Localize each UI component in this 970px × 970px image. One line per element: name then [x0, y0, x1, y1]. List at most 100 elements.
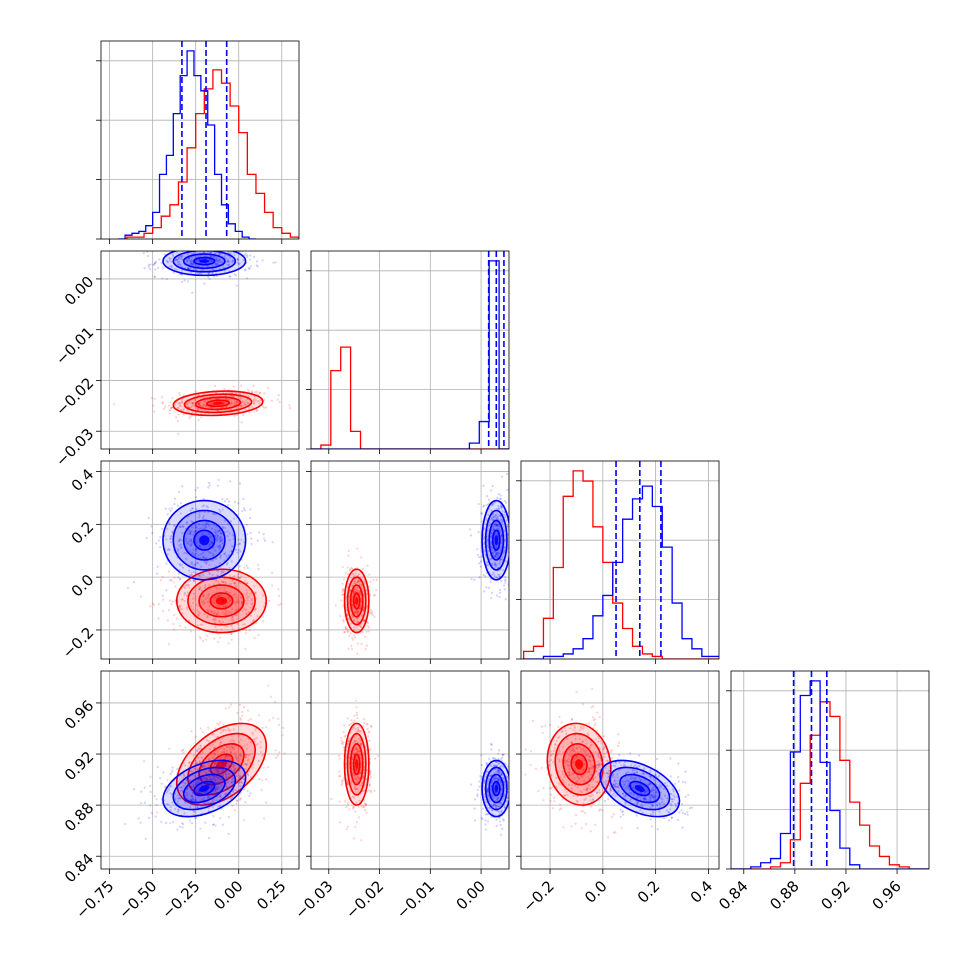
scatter-point-blue: [496, 496, 499, 500]
scatter-point-blue: [498, 525, 501, 528]
scatter-point-red: [363, 808, 367, 812]
scatter-point-blue: [490, 591, 494, 594]
scatter-point-blue: [215, 259, 218, 262]
scatter-point-red: [221, 611, 224, 614]
scatter-point-blue: [190, 263, 193, 267]
scatter-point-red: [244, 403, 247, 406]
scatter-point-blue: [228, 538, 231, 542]
scatter-point-red: [202, 403, 206, 406]
scatter-point-red: [356, 586, 359, 589]
scatter-point-red: [207, 775, 211, 778]
scatter-point-blue: [255, 264, 258, 267]
scatter-point-blue: [498, 562, 501, 565]
scatter-point-red: [247, 395, 250, 398]
scatter-point-red: [231, 391, 234, 395]
scatter-point-red: [243, 607, 246, 611]
scatter-point-red: [172, 581, 175, 584]
scatter-point-blue: [227, 260, 230, 263]
scatter-point-red: [159, 579, 162, 582]
scatter-point-blue: [189, 574, 193, 577]
scatter-point-blue: [588, 755, 591, 759]
scatter-point-red: [227, 727, 230, 730]
scatter-point-red: [245, 613, 248, 616]
density-peak-red: [355, 596, 359, 605]
scatter-point-blue: [197, 265, 201, 268]
scatter-point-blue: [195, 529, 198, 532]
scatter-point-red: [347, 618, 350, 621]
scatter-point-blue: [200, 572, 203, 575]
scatter-point-blue: [486, 561, 489, 564]
scatter-point-red: [204, 562, 207, 565]
scatter-point-red: [221, 580, 225, 584]
scatter-point-red: [203, 400, 206, 403]
scatter-point-red: [240, 405, 243, 409]
scatter-point-red: [229, 599, 233, 602]
scatter-point-red: [161, 401, 165, 404]
density-peak-red: [355, 759, 359, 770]
scatter-point-red: [263, 398, 266, 402]
scatter-point-red: [353, 610, 356, 613]
scatter-point-blue: [201, 533, 204, 536]
scatter-point-red: [367, 626, 370, 629]
scatter-point-red: [206, 596, 209, 599]
scatter-point-red: [360, 614, 364, 617]
scatter-point-red: [197, 419, 200, 422]
scatter-point-red: [529, 763, 532, 767]
joint-0-2-frame: [100, 460, 300, 660]
scatter-point-red: [258, 402, 261, 405]
scatter-point-red: [534, 767, 538, 771]
scatter-point-red: [183, 413, 186, 416]
scatter-point-red: [249, 717, 252, 721]
scatter-point-red: [166, 789, 169, 792]
scatter-point-red: [157, 617, 160, 620]
scatter-point-blue: [178, 490, 181, 494]
scatter-point-red: [232, 728, 236, 731]
scatter-point-blue: [484, 823, 487, 826]
scatter-point-red: [199, 744, 202, 747]
scatter-point-red: [171, 397, 174, 400]
scatter-point-red: [206, 614, 209, 618]
scatter-point-red: [229, 749, 232, 752]
scatter-point-blue: [258, 778, 261, 781]
scatter-point-red: [200, 416, 203, 419]
scatter-point-red: [221, 406, 224, 409]
scatter-point-blue: [248, 794, 251, 798]
scatter-point-blue: [503, 546, 507, 549]
scatter-point-red: [188, 761, 191, 764]
scatter-point-blue: [493, 522, 496, 526]
scatter-point-red: [214, 790, 217, 793]
scatter-point-red: [349, 589, 352, 592]
scatter-point-red: [250, 597, 253, 600]
scatter-point-red: [206, 399, 209, 402]
scatter-point-blue: [154, 268, 157, 271]
scatter-point-red: [361, 631, 364, 634]
scatter-point-red: [186, 608, 189, 611]
scatter-point-red: [191, 401, 194, 404]
scatter-point-red: [355, 611, 358, 614]
scatter-point-red: [262, 537, 266, 540]
scatter-point-red: [199, 827, 202, 830]
scatter-point-blue: [227, 259, 230, 262]
scatter-point-blue: [272, 261, 275, 264]
scatter-point-red: [369, 611, 372, 614]
scatter-point-red: [238, 780, 241, 784]
scatter-point-blue: [227, 816, 230, 819]
scatter-point-red: [225, 625, 229, 628]
histogram-panel-3: [726, 670, 930, 874]
scatter-point-red: [553, 800, 556, 803]
scatter-point-blue: [252, 255, 256, 258]
scatter-point-blue: [202, 556, 205, 559]
scatter-point-red: [575, 691, 578, 694]
scatter-point-red: [220, 570, 223, 573]
scatter-point-blue: [208, 536, 211, 539]
scatter-point-blue: [146, 251, 149, 253]
scatter-point-red: [241, 623, 245, 626]
scatter-point-red: [277, 588, 280, 591]
scatter-point-blue: [202, 555, 206, 559]
scatter-point-red: [357, 580, 360, 584]
scatter-point-red: [372, 594, 376, 597]
scatter-point-red: [221, 617, 224, 620]
scatter-point-red: [229, 797, 232, 801]
scatter-point-red: [340, 737, 343, 740]
scatter-point-blue: [500, 506, 503, 509]
